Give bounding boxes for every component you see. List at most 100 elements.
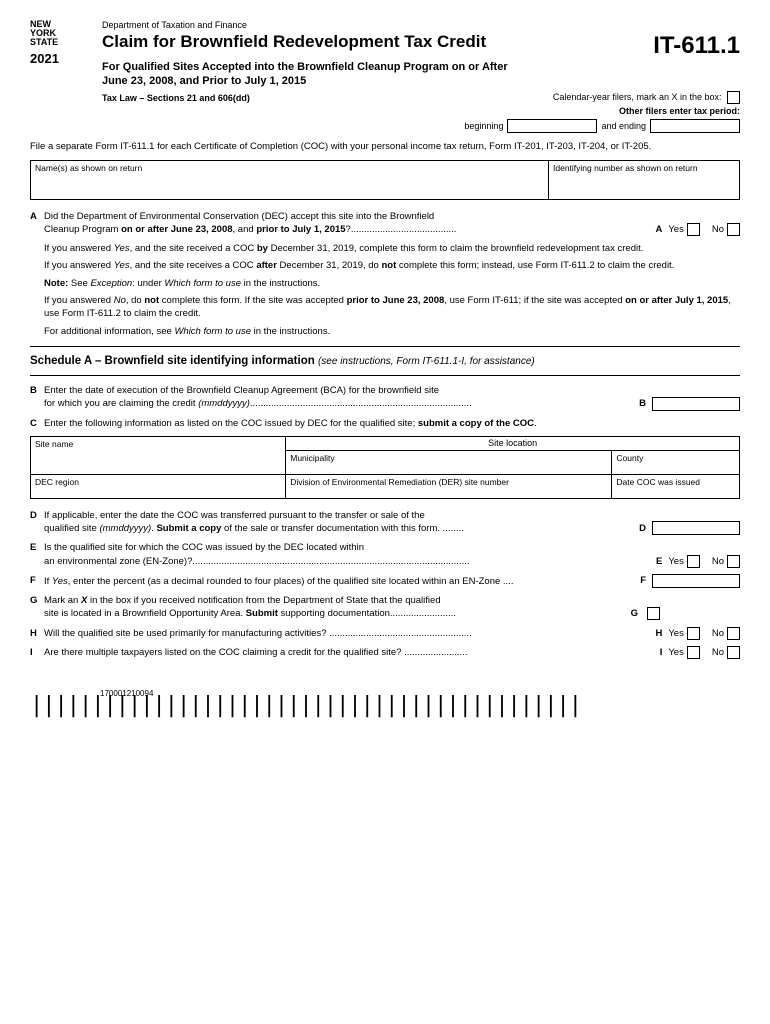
item-a-marker: A [655, 223, 662, 236]
item-a-para2: If you answered Yes, and the site receiv… [44, 259, 740, 272]
site-info-table: Site name Site location Municipality Cou… [30, 436, 740, 499]
county-label: County [616, 453, 643, 463]
form-subtitle-1: For Qualified Sites Accepted into the Br… [102, 60, 740, 74]
tax-law-ref: Tax Law – Sections 21 and 606(dd) [102, 93, 250, 116]
identity-box: Name(s) as shown on return Identifying n… [30, 160, 740, 200]
item-e-yes-label: Yes [668, 555, 684, 568]
id-number-field-label[interactable]: Identifying number as shown on return [549, 161, 739, 199]
item-i-text: Are there multiple taxpayers listed on t… [44, 647, 467, 658]
item-e-letter: E [30, 541, 44, 568]
item-i-yes-checkbox[interactable] [687, 646, 700, 659]
item-g-marker: G [631, 607, 638, 620]
calendar-filer-checkbox[interactable] [727, 91, 740, 104]
date-coc-label: Date COC was issued [616, 477, 700, 487]
item-h-yes-checkbox[interactable] [687, 627, 700, 640]
tax-year: 2021 [30, 51, 90, 66]
der-number-cell[interactable]: Division of Environmental Remediation (D… [286, 474, 612, 498]
barcode-area: 170001210094 |||||||||||||||||||||||||||… [30, 689, 740, 713]
item-b-text2: for which you are claiming the credit (m… [44, 398, 472, 409]
site-name-label: Site name [35, 439, 73, 449]
item-i-no-checkbox[interactable] [727, 646, 740, 659]
schedule-a-heading: Schedule A – Brownfield site identifying… [30, 355, 315, 367]
item-a-no-checkbox[interactable] [727, 223, 740, 236]
item-e-text2: an environmental zone (EN-Zone)?........… [44, 556, 470, 567]
municipality-cell[interactable]: Municipality [286, 450, 612, 474]
item-e: E Is the qualified site for which the CO… [30, 541, 740, 568]
item-g-checkbox[interactable] [647, 607, 660, 620]
form-header: NEWYORKSTATE 2021 Department of Taxation… [30, 20, 740, 133]
item-f-input[interactable] [652, 574, 740, 588]
item-h-marker: H [655, 627, 662, 640]
period-beginning-input[interactable] [507, 119, 597, 133]
item-b-marker: B [639, 397, 646, 410]
item-a-para4: For additional information, see Which fo… [44, 325, 740, 338]
item-e-yes-checkbox[interactable] [687, 555, 700, 568]
item-h-letter: H [30, 627, 44, 640]
dec-region-cell[interactable]: DEC region [31, 474, 286, 498]
item-a-para3: If you answered No, do not complete this… [44, 294, 740, 321]
item-e-no-label: No [712, 555, 724, 568]
item-h-text: Will the qualified site be used primaril… [44, 628, 472, 639]
item-d-text1: If applicable, enter the date the COC wa… [44, 510, 425, 521]
department-name: Department of Taxation and Finance [102, 20, 740, 30]
municipality-label: Municipality [290, 453, 334, 463]
item-f: F If Yes, enter the percent (as a decima… [30, 574, 740, 588]
form-subtitle-2: June 23, 2008, and Prior to July 1, 2015 [102, 74, 740, 88]
item-i-yes-label: Yes [668, 646, 684, 659]
state-logo: NEWYORKSTATE 2021 [30, 20, 90, 66]
site-location-header: Site location [286, 436, 740, 450]
period-ending-label: and ending [601, 121, 646, 131]
item-b-text1: Enter the date of execution of the Brown… [44, 385, 439, 396]
name-field-label[interactable]: Name(s) as shown on return [31, 161, 549, 199]
item-f-marker: F [640, 574, 646, 587]
schedule-a-title: Schedule A – Brownfield site identifying… [30, 355, 740, 367]
state-name: NEWYORKSTATE [30, 20, 90, 47]
item-e-marker: E [656, 555, 662, 568]
item-a-note: Note: See Exception: under Which form to… [44, 277, 740, 290]
item-d-letter: D [30, 509, 44, 536]
item-c-text: Enter the following information as liste… [44, 417, 740, 430]
item-h-no-checkbox[interactable] [727, 627, 740, 640]
item-d-text2: qualified site (mmddyyyy). Submit a copy… [44, 523, 464, 534]
item-f-letter: F [30, 574, 44, 588]
item-d-input[interactable] [652, 521, 740, 535]
item-c-letter: C [30, 417, 44, 430]
item-f-text: If Yes, enter the percent (as a decimal … [44, 576, 513, 587]
county-cell[interactable]: County [612, 450, 740, 474]
item-a-para1: If you answered Yes, and the site receiv… [44, 242, 740, 255]
other-filers-text: Other filers enter tax period: [553, 106, 740, 116]
der-number-label: Division of Environmental Remediation (D… [290, 477, 509, 487]
item-b-input[interactable] [652, 397, 740, 411]
period-beginning-label: beginning [464, 121, 503, 131]
item-a-text1: Did the Department of Environmental Cons… [44, 211, 434, 222]
item-b-letter: B [30, 384, 44, 411]
item-i-letter: I [30, 646, 44, 659]
filing-instruction: File a separate Form IT-611.1 for each C… [30, 141, 740, 152]
item-d: D If applicable, enter the date the COC … [30, 509, 740, 536]
item-c: C Enter the following information as lis… [30, 417, 740, 430]
item-d-marker: D [639, 522, 646, 535]
item-h-no-label: No [712, 627, 724, 640]
item-g-text1: Mark an X in the box if you received not… [44, 595, 441, 606]
item-h: H Will the qualified site be used primar… [30, 627, 740, 640]
site-name-cell[interactable]: Site name [31, 436, 286, 474]
item-e-no-checkbox[interactable] [727, 555, 740, 568]
item-g: G Mark an X in the box if you received n… [30, 594, 740, 621]
date-coc-cell[interactable]: Date COC was issued [612, 474, 740, 498]
dec-region-label: DEC region [35, 477, 79, 487]
form-number: IT-611.1 [653, 32, 740, 60]
period-ending-input[interactable] [650, 119, 740, 133]
item-e-text1: Is the qualified site for which the COC … [44, 542, 364, 553]
form-title: Claim for Brownfield Redevelopment Tax C… [102, 32, 486, 52]
item-a-letter: A [30, 210, 44, 237]
schedule-a-subheading: (see instructions, Form IT-611.1-I, for … [318, 356, 535, 367]
item-h-yes-label: Yes [668, 627, 684, 640]
item-g-letter: G [30, 594, 44, 621]
item-a-text2: Cleanup Program on or after June 23, 200… [44, 224, 456, 235]
item-a-yes-checkbox[interactable] [687, 223, 700, 236]
barcode: ||||||||||||||||||||||||||||||||||||||||… [30, 698, 740, 713]
item-g-text2: site is located in a Brownfield Opportun… [44, 608, 456, 619]
item-a: A Did the Department of Environmental Co… [30, 210, 740, 237]
calendar-filer-text: Calendar-year filers, mark an X in the b… [553, 91, 722, 101]
item-a-yes-label: Yes [668, 223, 684, 236]
